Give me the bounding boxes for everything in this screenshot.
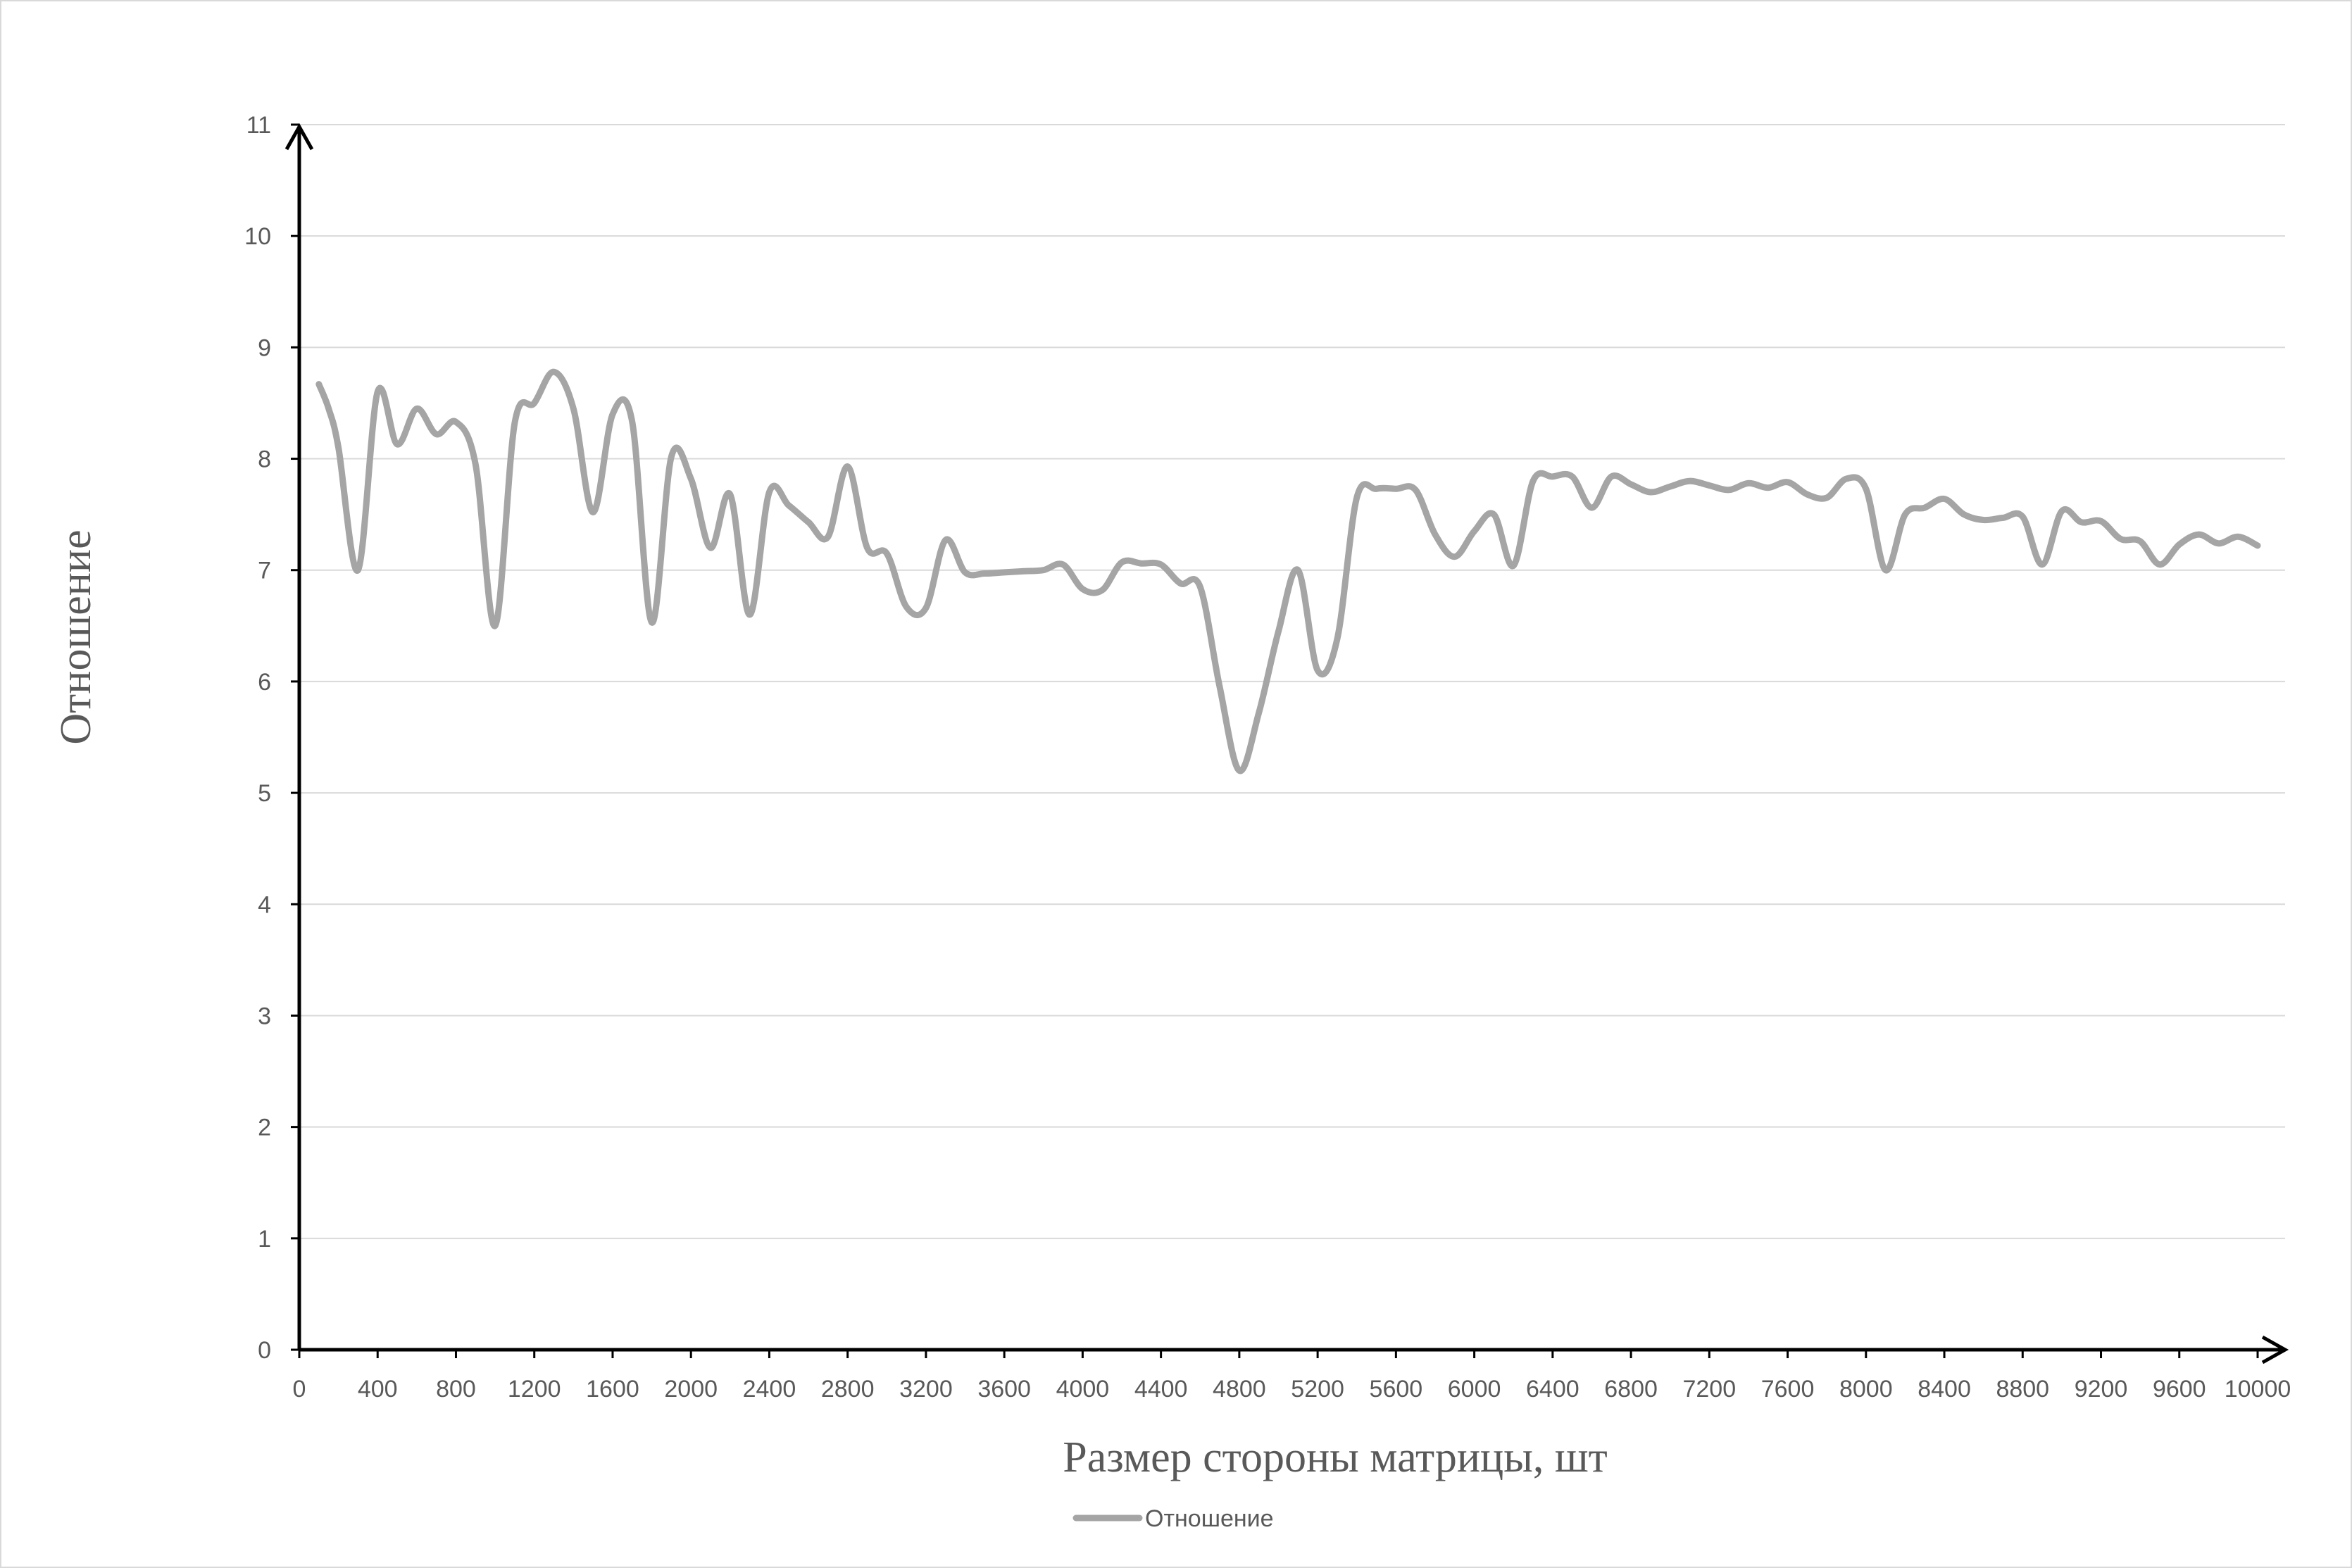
x-tick-label: 9600 bbox=[2153, 1376, 2206, 1403]
x-tick-label: 10000 bbox=[2225, 1376, 2291, 1403]
x-tick-label: 2000 bbox=[664, 1376, 718, 1403]
y-tick-label: 3 bbox=[258, 1003, 271, 1029]
y-tick-labels: 0 1 2 3 4 5 6 7 8 9 10 11 bbox=[244, 112, 271, 1364]
x-axis-arrowhead bbox=[2261, 1335, 2289, 1365]
x-tick-label: 5600 bbox=[1370, 1376, 1423, 1403]
x-tick-labels: 0 400 800 1200 1600 2000 2400 2800 3200 3600 4000 4… bbox=[293, 1376, 2291, 1403]
x-tick-label: 400 bbox=[358, 1376, 398, 1403]
x-tick-label: 9200 bbox=[2075, 1376, 2128, 1403]
x-tick-label: 8800 bbox=[1996, 1376, 2049, 1403]
x-tick-label: 800 bbox=[436, 1376, 476, 1403]
x-tick-label: 1200 bbox=[508, 1376, 561, 1403]
x-tick-label: 1600 bbox=[586, 1376, 639, 1403]
x-tick-label: 6000 bbox=[1448, 1376, 1501, 1403]
series-layer bbox=[315, 368, 2261, 774]
y-tick-label: 9 bbox=[258, 334, 271, 361]
x-tick-label: 6800 bbox=[1604, 1376, 1658, 1403]
legend-label: Отношение bbox=[1145, 1505, 1274, 1532]
gridlines bbox=[299, 124, 2285, 1239]
y-tick-label: 6 bbox=[258, 669, 271, 696]
x-tick-label: 7200 bbox=[1682, 1376, 1736, 1403]
y-tick-label: 5 bbox=[258, 780, 271, 807]
y-tick-label: 0 bbox=[258, 1337, 271, 1364]
x-tick-label: 3200 bbox=[899, 1376, 953, 1403]
y-tick-label: 7 bbox=[258, 558, 271, 584]
x-tick-label: 4400 bbox=[1134, 1376, 1188, 1403]
y-axis-title: Отношение bbox=[52, 529, 100, 744]
y-tick-label: 11 bbox=[246, 112, 271, 139]
x-tick-label: 7600 bbox=[1761, 1376, 1815, 1403]
x-tick-label: 5200 bbox=[1291, 1376, 1344, 1403]
y-tick-label: 4 bbox=[258, 891, 271, 918]
x-tick-label: 8400 bbox=[1918, 1376, 1971, 1403]
y-tick-label: 8 bbox=[258, 446, 271, 473]
y-axis-arrowhead bbox=[284, 123, 314, 151]
y-tick-label: 2 bbox=[258, 1115, 271, 1141]
y-tick-label: 1 bbox=[258, 1226, 271, 1253]
x-tick-label: 6400 bbox=[1526, 1376, 1580, 1403]
x-tick-label: 3600 bbox=[977, 1376, 1031, 1403]
legend: Отношение bbox=[1072, 1505, 1274, 1532]
x-tick-label: 8000 bbox=[1839, 1376, 1893, 1403]
x-tick-label: 4800 bbox=[1213, 1376, 1266, 1403]
series-line bbox=[315, 368, 2261, 774]
x-tick-label: 2400 bbox=[743, 1376, 796, 1403]
y-tick-label: 10 bbox=[244, 223, 271, 250]
x-tick-label: 2800 bbox=[821, 1376, 875, 1403]
x-tick-label: 4000 bbox=[1056, 1376, 1110, 1403]
x-axis-title: Размер стороны матрицы, шт bbox=[1063, 1434, 1607, 1481]
axes bbox=[284, 123, 2289, 1365]
x-tick-label: 0 bbox=[293, 1376, 306, 1403]
